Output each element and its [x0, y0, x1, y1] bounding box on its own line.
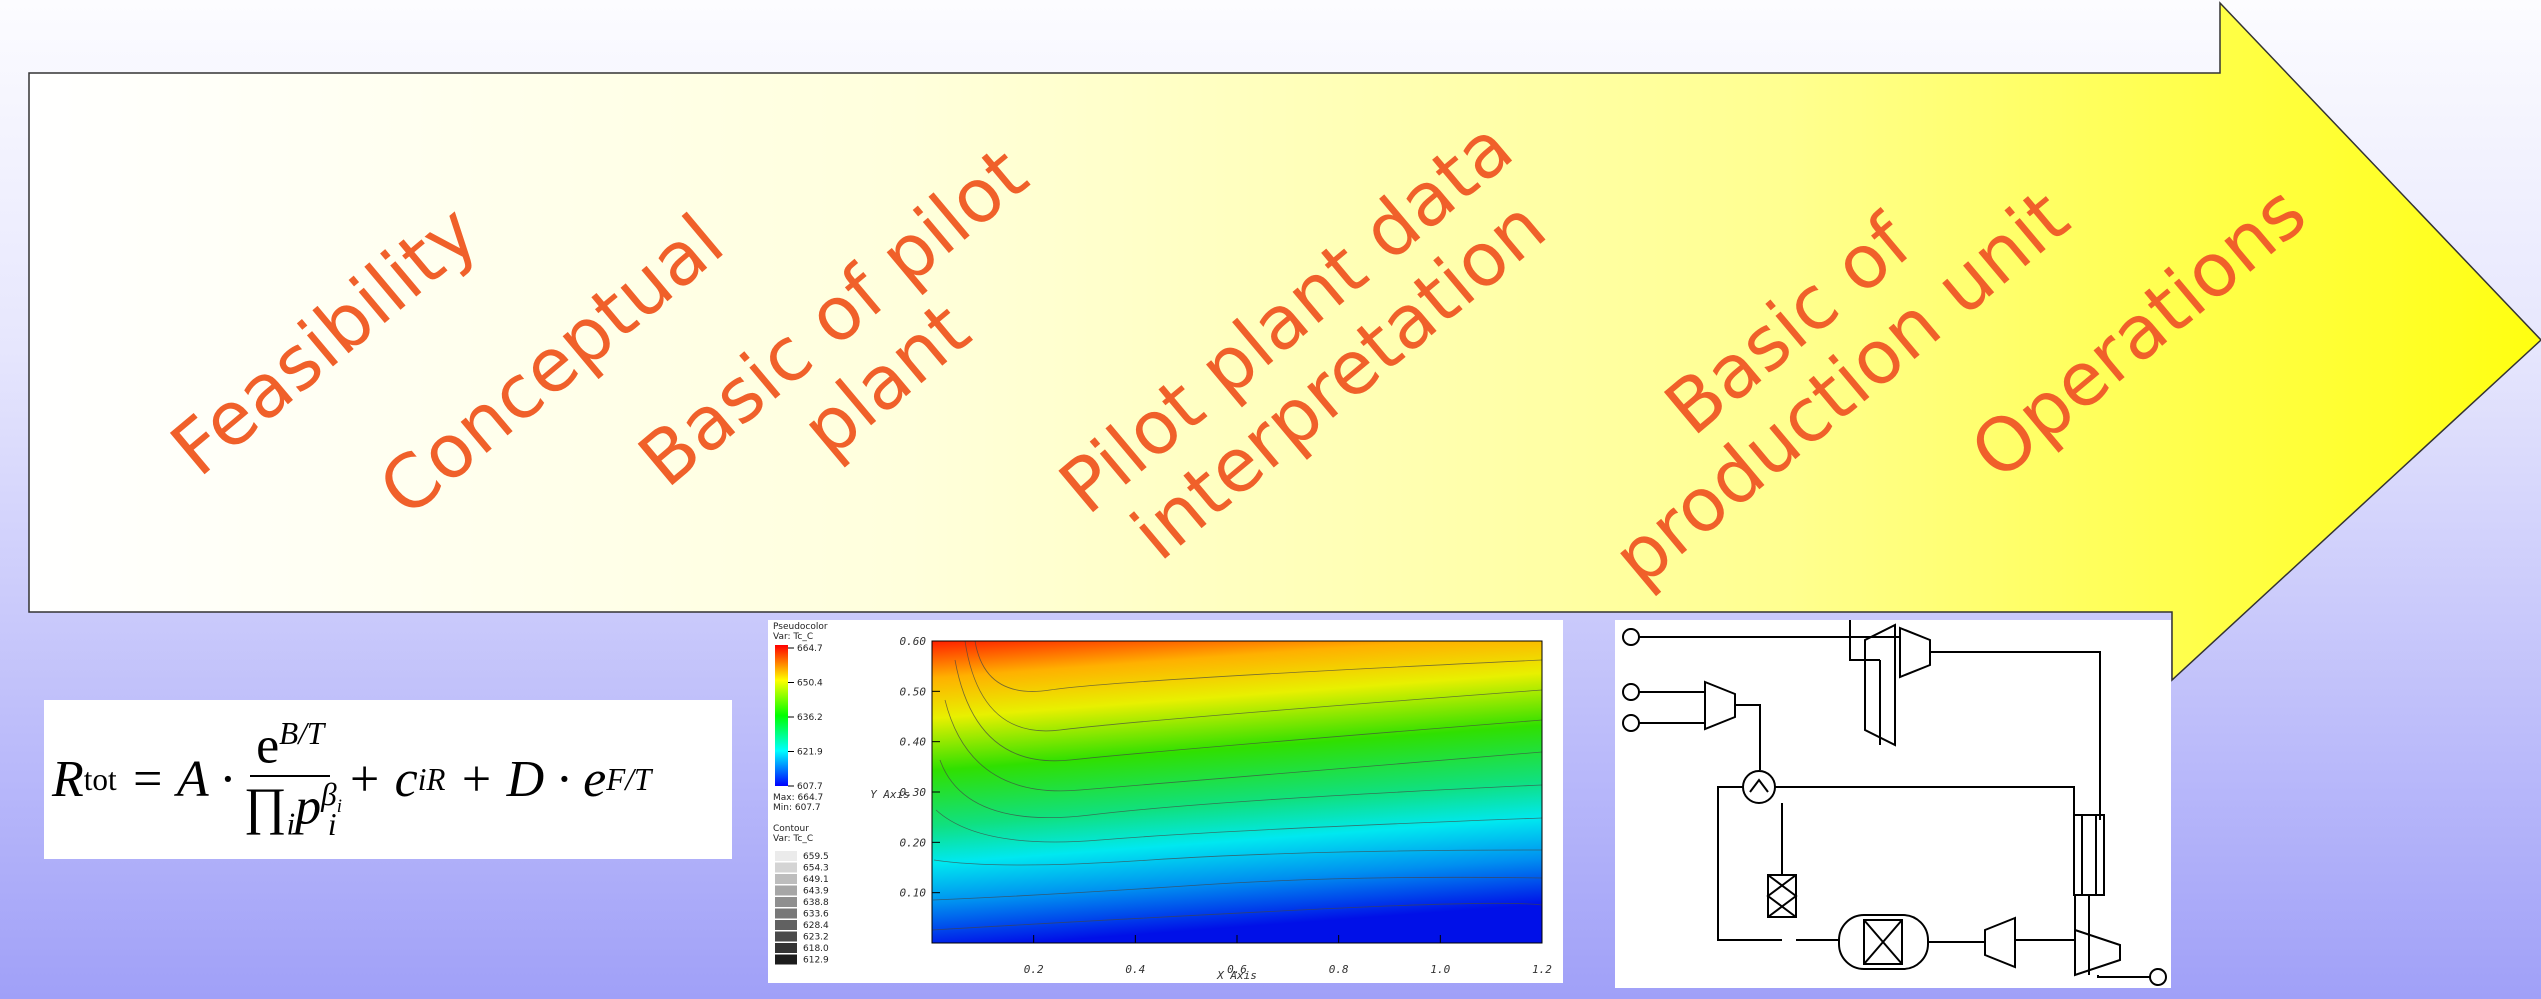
colorbar-label: 636.2 [797, 713, 823, 723]
formula-symbol: = A · [129, 751, 234, 808]
contour-swatch [775, 851, 797, 861]
colorbar-label: 664.7 [797, 644, 823, 654]
contour-level: 638.8 [803, 898, 829, 908]
y-tick-label: 0.50 [900, 685, 927, 698]
formula-subscript: tot [83, 761, 117, 797]
min-label: Min: 607.7 [773, 803, 821, 813]
contour-swatch [775, 954, 797, 965]
x-tick-label: 1.0 [1430, 963, 1450, 976]
y-tick-label: 0.30 [900, 786, 927, 799]
contour-swatch [775, 920, 797, 930]
formula-symbol: ∏ [243, 778, 287, 836]
x-tick-label: 0.8 [1329, 963, 1349, 976]
contour-swatch [775, 931, 797, 942]
formula-subscript: iR [417, 761, 446, 797]
contour-level: 659.5 [803, 852, 829, 862]
contour-level: 643.9 [803, 887, 829, 897]
formula-subscript: i [336, 796, 342, 818]
contour-swatch [775, 943, 797, 953]
contour-swatch [775, 874, 797, 884]
x-tick-label: 0.2 [1024, 963, 1044, 976]
contour-level: 649.1 [803, 875, 829, 885]
contour-level: 623.2 [803, 933, 829, 943]
heatmap [932, 641, 1542, 943]
formula-subscript: i [327, 807, 337, 843]
contour-swatch [775, 885, 797, 896]
x-tick-label: 0.6 [1227, 963, 1247, 976]
legend-var: Var: Tc_C [773, 632, 813, 642]
y-tick-label: 0.20 [900, 836, 927, 849]
x-axis-label: X Axis [1216, 969, 1257, 982]
formula-symbol: R [52, 751, 84, 808]
formula-symbol: p [295, 778, 322, 836]
contour-lines [931, 640, 1543, 931]
colorbar-label: 607.7 [797, 782, 823, 792]
legend-var: Var: Tc_C [773, 834, 813, 844]
contour-level: 633.6 [803, 910, 829, 920]
legend-title: Contour [773, 824, 809, 834]
contour-level: 612.9 [803, 956, 829, 966]
colorbar-label: 650.4 [797, 679, 823, 689]
contour-swatch [775, 908, 797, 919]
process-arrow [28, 1, 2541, 682]
y-axis-label: Y Axis [870, 788, 910, 801]
y-tick-label: 0.40 [900, 736, 927, 749]
formula-superscript: B/T [279, 715, 325, 751]
fraction: eB/T ∏ipβii [243, 715, 342, 843]
formula-symbol: e [256, 717, 280, 775]
contour-level: 628.4 [803, 921, 829, 931]
formula-superscript: F/T [606, 761, 652, 797]
contour-level: 618.0 [803, 944, 829, 954]
formula-superscript: β [321, 777, 337, 813]
flow-diagram [1615, 620, 2171, 988]
formula-symbol: + D · [458, 751, 571, 808]
numerator: eB/T [250, 715, 331, 778]
colorbar [775, 645, 788, 786]
legend-title: Pseudocolor [773, 622, 828, 632]
contour-swatch [775, 897, 797, 907]
x-tick-label: 1.2 [1532, 963, 1552, 976]
formula-symbol: e [583, 751, 607, 808]
formula-subscript: i [286, 807, 296, 843]
contour-swatch [775, 862, 797, 873]
y-tick-label: 0.10 [900, 887, 927, 900]
colorbar-label: 621.9 [797, 748, 823, 758]
y-tick-label: 0.60 [900, 635, 927, 648]
contour-level: 654.3 [803, 864, 829, 874]
formula-symbol: + c [346, 751, 418, 808]
denominator: ∏ipβii [243, 777, 342, 843]
max-label: Max: 664.7 [773, 793, 823, 803]
x-tick-label: 0.4 [1125, 963, 1145, 976]
